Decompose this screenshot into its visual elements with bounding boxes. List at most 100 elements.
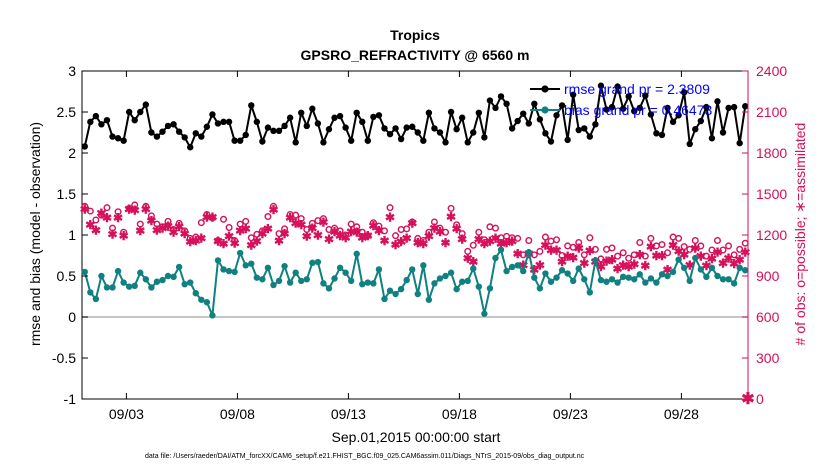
rmse-point <box>497 93 505 100</box>
obs-possible-point <box>708 246 716 254</box>
rmse-series-layer <box>81 82 749 151</box>
obs-possible-point <box>486 223 494 231</box>
rmse-point <box>475 109 483 117</box>
rmse-point <box>453 126 460 133</box>
obs-possible-point <box>247 234 255 242</box>
obs-assimilated-point: ✱ <box>346 225 356 239</box>
rmse-point <box>730 103 738 111</box>
obs-possible-point <box>242 217 250 225</box>
obs-assimilated-point: ✱ <box>296 218 306 232</box>
obs-possible-point <box>92 216 100 224</box>
obs-possible-point <box>719 246 727 254</box>
bias-point <box>109 284 116 291</box>
bias-point <box>298 277 305 285</box>
obs-assimilated-point: ✱ <box>324 232 334 246</box>
bias-point <box>198 296 205 303</box>
bias-point <box>547 278 555 285</box>
obs-assimilated-point: ✱ <box>557 255 567 269</box>
rmse-point <box>619 105 627 112</box>
bias-point <box>714 272 721 280</box>
obs-assimilated-point: ✱ <box>474 232 484 246</box>
bias-point <box>658 271 666 278</box>
rmse-point <box>248 102 255 109</box>
obs-possible-point <box>536 247 544 255</box>
obs-possible-point <box>680 243 688 251</box>
obs-possible-point <box>308 219 316 227</box>
obs-possible-point <box>336 227 344 235</box>
obs-assimilated-point: ✱ <box>285 211 295 225</box>
rmse-point <box>470 129 477 136</box>
x-axis: 09/03 09/08 09/13 09/18 09/23 09/28 <box>109 71 699 422</box>
y2-zero-marker: ✱ <box>741 391 754 408</box>
obs-possible-point <box>564 242 572 250</box>
legend-bias-marker <box>541 106 549 114</box>
obs-possible-point <box>514 234 522 242</box>
obs-assimilated-point: ✱ <box>624 260 634 274</box>
obs-assimilated-point: ✱ <box>257 227 267 241</box>
rmse-point <box>547 138 555 145</box>
obs-assimilated-point: ✱ <box>207 211 217 225</box>
rmse-point <box>264 124 272 131</box>
rmse-point <box>303 122 310 130</box>
rmse-point <box>159 128 166 135</box>
obs-possible-point <box>736 245 744 253</box>
rmse-point <box>508 125 516 132</box>
obs-possible-point <box>647 234 655 242</box>
bias-point <box>364 279 372 286</box>
obs-possible-point <box>675 234 683 242</box>
x-tick-label: 09/03 <box>109 406 144 422</box>
data-file-footnote: data file: /Users/raeder/DAI/ATM_forcXX/… <box>145 453 585 460</box>
bias-point <box>214 257 222 264</box>
obs-assimilated-point: ✱ <box>535 258 545 272</box>
obs-assimilated-point: ✱ <box>613 262 623 276</box>
obs-possible-point <box>697 242 705 250</box>
obs-possible-point <box>558 251 566 259</box>
bias-point <box>664 272 671 280</box>
obs-assimilated-point: ✱ <box>596 260 606 274</box>
rmse-point <box>736 139 743 147</box>
bias-point <box>625 274 632 281</box>
rmse-point <box>236 137 244 144</box>
bias-point <box>225 267 233 275</box>
rmse-point <box>259 138 266 145</box>
bias-point <box>470 265 477 272</box>
bias-point <box>564 270 571 277</box>
obs-assimilated-point: ✱ <box>513 247 523 261</box>
obs-assimilated-point: ✱ <box>657 249 667 263</box>
obs-possible-point <box>375 222 383 230</box>
bias-point <box>642 279 649 286</box>
rmse-point <box>192 130 199 137</box>
bias-point <box>331 275 338 282</box>
obs-possible-point <box>480 236 488 244</box>
rmse-point <box>642 92 649 99</box>
rmse-point <box>103 117 111 124</box>
rmse-point <box>692 126 699 133</box>
obs-assimilated-point: ✱ <box>246 239 256 253</box>
obs-possible-point <box>369 219 377 227</box>
obs-possible-point <box>86 207 94 215</box>
bias-point <box>742 267 749 274</box>
rmse-point <box>120 137 127 144</box>
obs-assimilated-point: ✱ <box>174 220 184 234</box>
obs-possible-point <box>658 241 666 249</box>
obs-assimilated-point: ✱ <box>490 232 500 246</box>
rmse-point <box>436 129 444 136</box>
bias-point <box>631 276 638 283</box>
obs-assimilated-point: ✱ <box>318 215 328 229</box>
obs-possible-point <box>136 220 144 228</box>
bias-point <box>536 285 544 292</box>
obs-assimilated-point: ✱ <box>685 258 695 272</box>
obs-assimilated-point: ✱ <box>96 206 106 220</box>
obs-assimilated-point: ✱ <box>507 234 517 248</box>
obs-possible-point <box>686 245 694 253</box>
bias-point <box>708 264 716 271</box>
obs-possible-point <box>275 230 283 238</box>
bias-point <box>397 285 405 293</box>
obs-assimilated-point: ✱ <box>230 237 240 251</box>
obs-assimilated-point: ✱ <box>646 240 656 254</box>
obs-assimilated-point: ✱ <box>712 245 722 259</box>
bias-point <box>686 277 693 285</box>
rmse-point <box>503 100 510 108</box>
rmse-point <box>447 108 455 116</box>
obs-possible-point <box>81 202 89 210</box>
